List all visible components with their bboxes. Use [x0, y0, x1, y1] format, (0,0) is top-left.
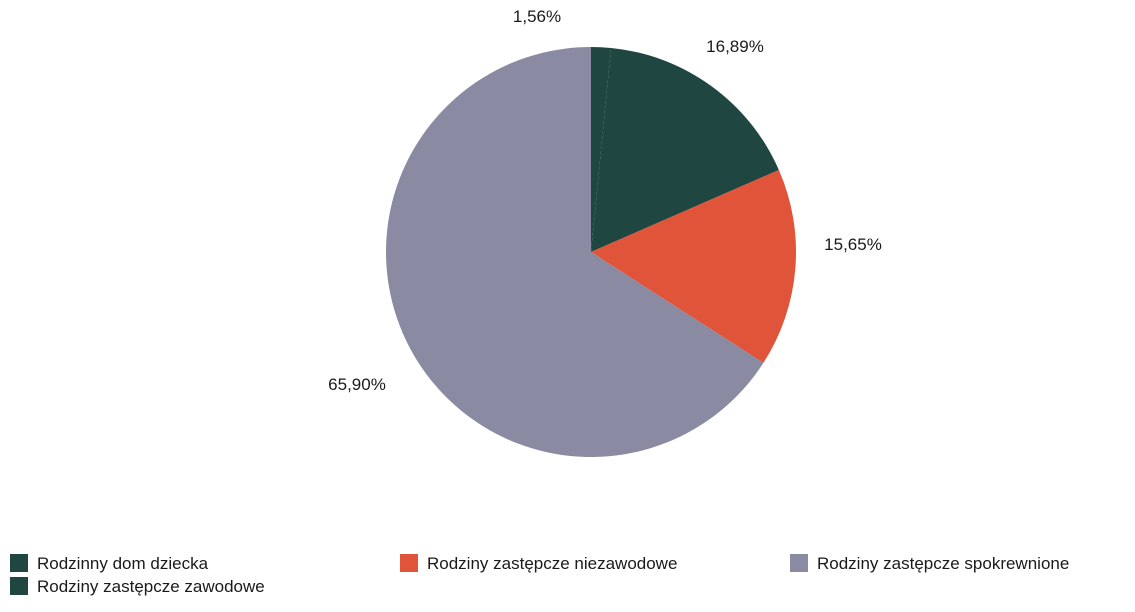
- legend-swatch: [10, 577, 28, 595]
- legend-swatch: [790, 554, 808, 572]
- legend-swatch: [10, 554, 28, 572]
- pie-slice: [591, 47, 779, 252]
- pie-slice: [591, 47, 612, 252]
- slice-value-label: 15,65%: [824, 235, 882, 254]
- legend-swatch: [400, 554, 418, 572]
- legend-label: Rodzinny dom dziecka: [37, 554, 209, 573]
- slice-value-label: 1,56%: [513, 7, 561, 26]
- legend-label: Rodziny zastępcze spokrewnione: [817, 554, 1069, 573]
- legend-label: Rodziny zastępcze niezawodowe: [427, 554, 677, 573]
- legend-label: Rodziny zastępcze zawodowe: [37, 577, 265, 596]
- slice-value-label: 65,90%: [328, 375, 386, 394]
- pie-slice: [591, 169, 796, 363]
- slice-value-label: 16,89%: [706, 37, 764, 56]
- pie-slice: [385, 47, 764, 457]
